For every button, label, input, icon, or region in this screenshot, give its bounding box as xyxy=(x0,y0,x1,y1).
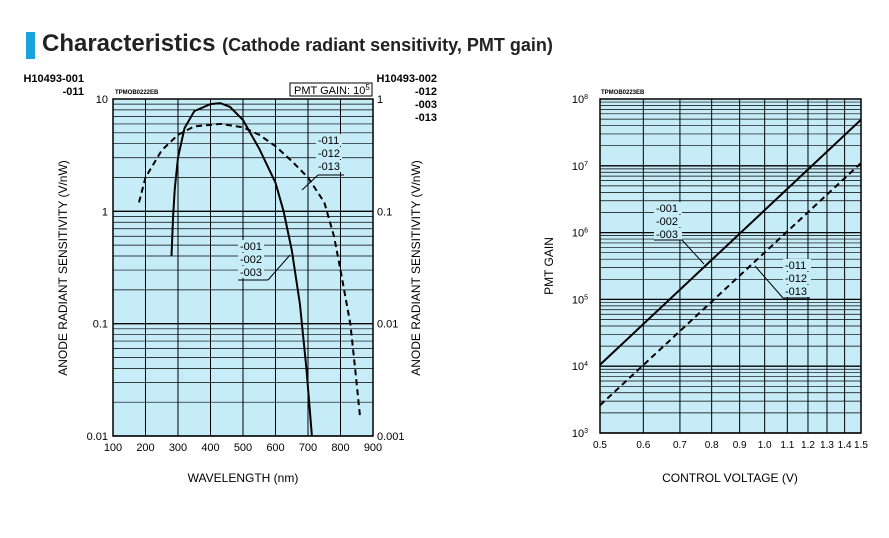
x-tick-label: 1.1 xyxy=(780,440,794,451)
x-tick-label: 100 xyxy=(104,442,122,454)
title-text: Characteristics xyxy=(42,30,216,57)
y2-tick-label: 0.01 xyxy=(377,319,398,331)
x-tick-label: 1.4 xyxy=(838,440,852,451)
series-label: -001 xyxy=(656,203,678,215)
right-model-label: -003 xyxy=(415,99,437,111)
label-bg xyxy=(238,253,264,265)
label-bg xyxy=(316,160,342,172)
right-model-label: -012 xyxy=(415,86,437,98)
leader-line xyxy=(681,239,705,265)
series-line xyxy=(138,122,361,417)
x-tick-label: 0.5 xyxy=(593,440,607,451)
label-bg xyxy=(783,272,811,284)
series-label: -011 xyxy=(785,260,806,272)
leader-line xyxy=(267,254,291,281)
series-label: -003 xyxy=(240,267,262,279)
annotation-box xyxy=(289,82,373,97)
subtitle-text: (Cathode radiant sensitivity, PMT gain) xyxy=(222,35,553,55)
y-tick-label: 107 xyxy=(572,161,588,173)
left-model-label: -011 xyxy=(63,86,84,98)
right-model-label: -013 xyxy=(415,112,437,124)
y-tick-label: 108 xyxy=(572,94,588,106)
label-bg xyxy=(238,266,264,278)
y-tick-label: 103 xyxy=(572,428,588,440)
y-axis-title: PMT GAIN xyxy=(542,237,556,295)
y-tick-label: 0.01 xyxy=(87,431,108,443)
series-label: -001 xyxy=(240,241,262,253)
x-tick-label: 300 xyxy=(169,442,187,454)
x-tick-label: 400 xyxy=(201,442,219,454)
y-tick-label: 106 xyxy=(572,228,588,240)
plot-area-2 xyxy=(599,98,862,434)
y2-tick-label: 0.1 xyxy=(377,206,392,218)
accent-bar xyxy=(26,32,35,59)
x-tick-label: 1.5 xyxy=(854,440,868,451)
label-bg xyxy=(316,134,342,146)
x-tick-label: 600 xyxy=(266,442,284,454)
series-label: -012 xyxy=(318,148,340,160)
label-bg xyxy=(783,259,811,271)
series-label: -012 xyxy=(785,273,807,285)
label-bg xyxy=(238,240,264,252)
y2-tick-label: 1 xyxy=(377,94,383,106)
leader-line xyxy=(301,174,319,191)
y2-axis-title: ANODE RADIANT SENSITIVITY (V/nW) xyxy=(409,160,423,376)
series-label: -002 xyxy=(240,254,262,266)
label-bg xyxy=(783,285,811,297)
series-line xyxy=(599,118,862,366)
x-tick-label: 0.7 xyxy=(673,440,687,451)
chart-code: TPMOB0223EB xyxy=(601,90,645,96)
label-bg xyxy=(654,228,682,240)
y2-tick-label: 0.001 xyxy=(377,431,405,443)
label-bg xyxy=(654,215,682,227)
x-tick-label: 900 xyxy=(364,442,382,454)
series-label: -013 xyxy=(785,286,807,298)
x-tick-label: 1.2 xyxy=(801,440,815,451)
left-model-label: H10493-001 xyxy=(23,73,84,85)
y-tick-label: 105 xyxy=(572,294,588,306)
label-bg xyxy=(654,202,682,214)
x-tick-label: 800 xyxy=(331,442,349,454)
y-tick-label: 0.1 xyxy=(93,319,108,331)
x-axis-title: CONTROL VOLTAGE (V) xyxy=(662,471,798,485)
x-tick-label: 1.0 xyxy=(758,440,772,451)
chart-code: TPMOB0222EB xyxy=(115,90,159,96)
right-model-label: H10493-002 xyxy=(376,73,437,85)
x-tick-label: 500 xyxy=(234,442,252,454)
page-title: Characteristics (Cathode radiant sensiti… xyxy=(42,30,553,58)
series-label: -002 xyxy=(656,216,678,228)
x-tick-label: 0.6 xyxy=(636,440,650,451)
y-axis-title: ANODE RADIANT SENSITIVITY (V/nW) xyxy=(56,160,70,376)
y-tick-label: 1 xyxy=(102,206,108,218)
x-tick-label: 0.9 xyxy=(733,440,747,451)
annotation-text: PMT GAIN: 105 xyxy=(294,83,370,97)
y-tick-label: 10 xyxy=(96,94,108,106)
y-tick-label: 104 xyxy=(572,361,588,373)
leader-line xyxy=(754,265,784,299)
series-label: -011 xyxy=(318,135,339,147)
x-tick-label: 0.8 xyxy=(705,440,719,451)
series-label: -003 xyxy=(656,229,678,241)
x-tick-label: 700 xyxy=(299,442,317,454)
x-tick-label: 1.3 xyxy=(820,440,834,451)
x-tick-label: 200 xyxy=(136,442,154,454)
series-line xyxy=(170,102,313,437)
label-bg xyxy=(316,147,342,159)
x-axis-title: WAVELENGTH (nm) xyxy=(188,471,299,485)
series-label: -013 xyxy=(318,161,340,173)
